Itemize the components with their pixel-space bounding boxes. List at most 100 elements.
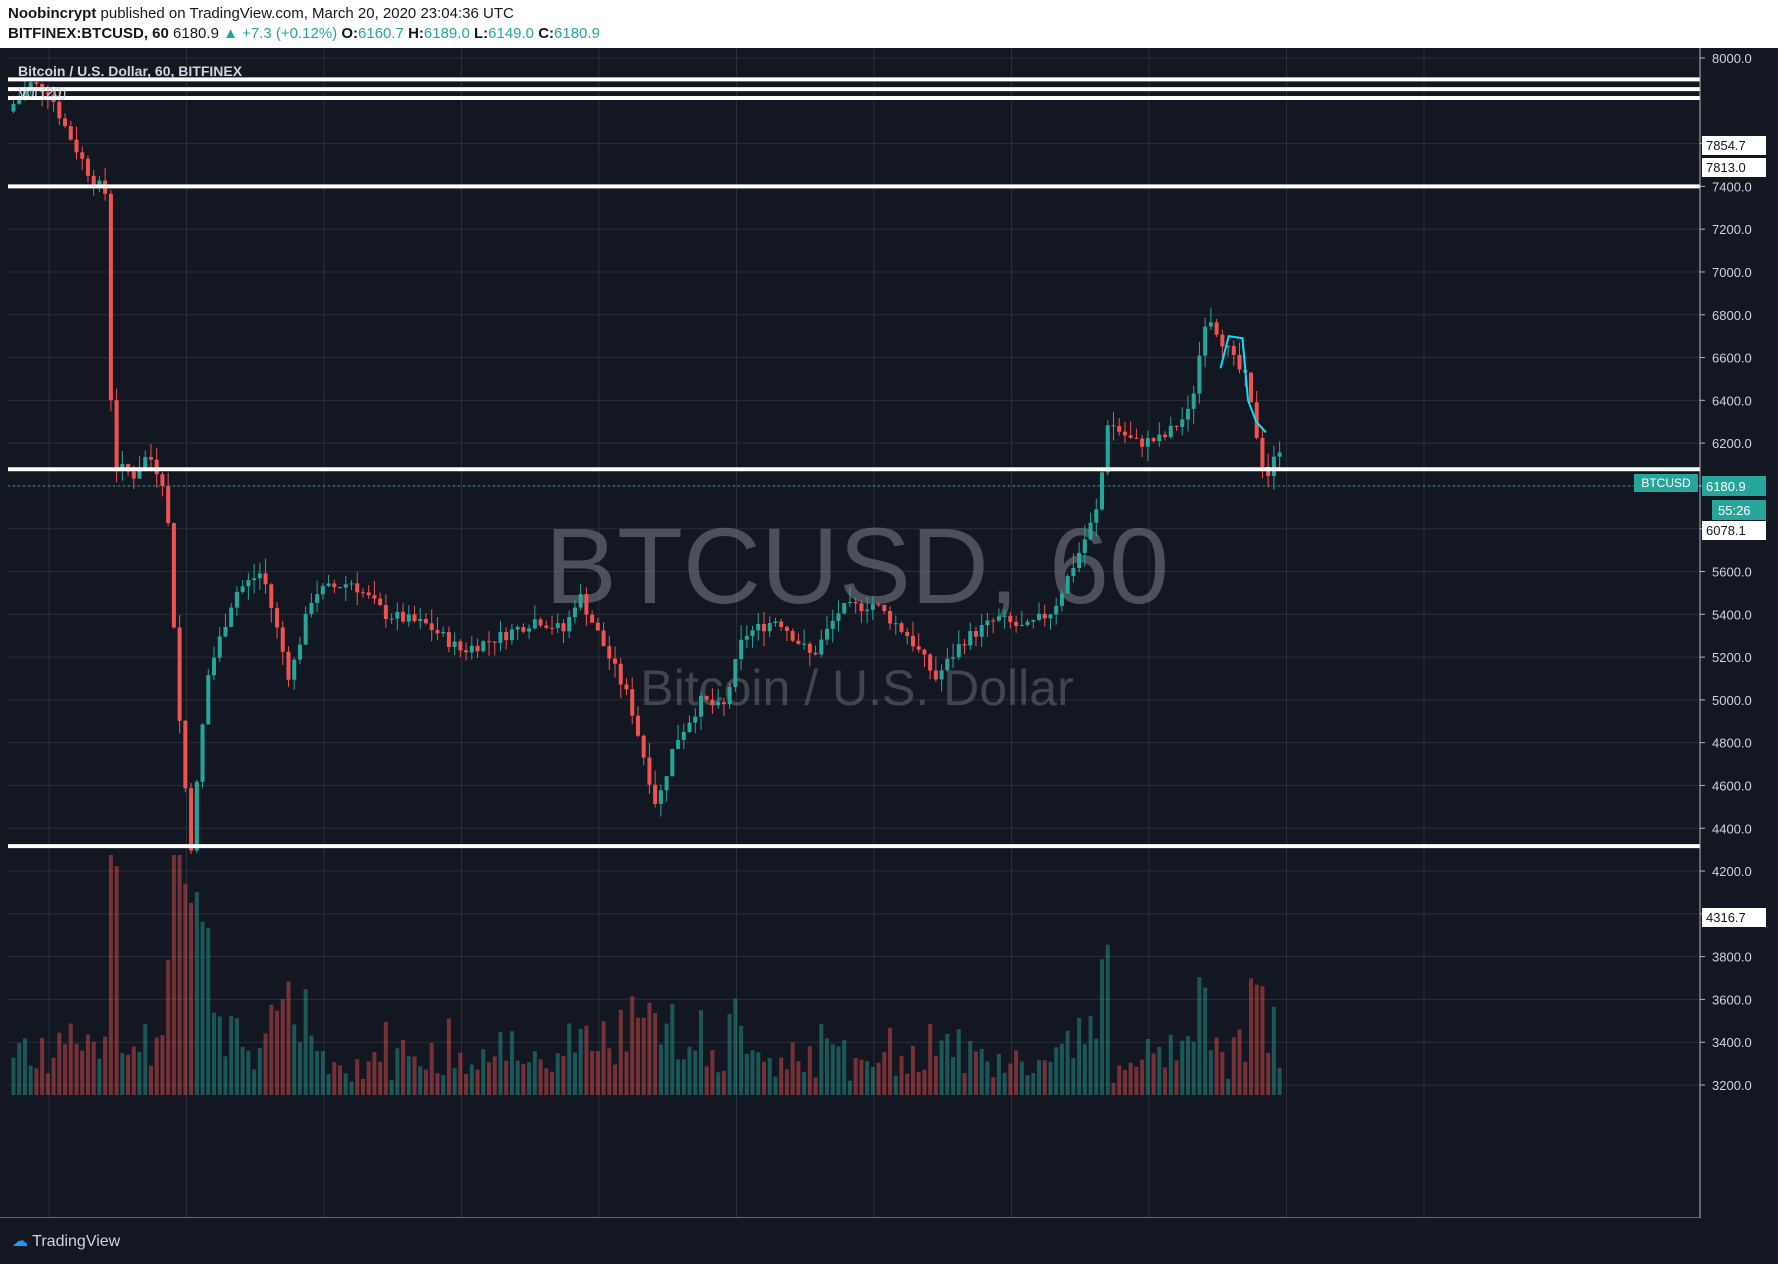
volume-bar — [836, 1046, 841, 1095]
candle-body — [320, 585, 325, 595]
volume-bar — [1185, 1036, 1190, 1095]
candle-body — [383, 605, 388, 619]
volume-bar — [933, 1055, 938, 1095]
candle-body — [1254, 402, 1259, 438]
volume-bar — [1071, 1058, 1076, 1095]
candle-body — [1014, 621, 1019, 626]
horizontal-levels[interactable] — [8, 77, 1700, 849]
volume-bar — [521, 1063, 526, 1095]
candle-body — [1237, 354, 1242, 370]
volume-bar — [676, 1059, 681, 1095]
candle-body — [234, 591, 239, 608]
volume-bar — [1100, 959, 1105, 1095]
volume-bar — [1094, 1038, 1099, 1095]
tradingview-logo[interactable]: ☁ TradingView — [12, 1231, 120, 1251]
candle-body — [1002, 615, 1007, 617]
volume-bar — [1271, 1006, 1276, 1095]
volume-bar — [956, 1029, 961, 1095]
volume-bar — [263, 1033, 268, 1095]
candle-body — [464, 650, 469, 653]
level-badge-7854: 7854.7 — [1706, 138, 1746, 153]
volume-bar — [1048, 1061, 1053, 1095]
candle-body — [91, 175, 96, 186]
volume-bar — [80, 1050, 85, 1095]
volume-bar — [968, 1040, 973, 1095]
candle-body — [246, 580, 251, 587]
volume-bar — [11, 1057, 16, 1095]
volume-bar — [802, 1072, 807, 1095]
volume-bar — [85, 1034, 90, 1095]
volume-bar — [252, 1069, 257, 1095]
volume-bar — [847, 1080, 852, 1095]
price-chart[interactable]: BTCUSD, 60 Bitcoin / U.S. Dollar 3200.0 3… — [0, 48, 1778, 1218]
candle-body — [1260, 437, 1265, 467]
candle-body — [527, 628, 532, 632]
candle-body — [744, 635, 749, 640]
volume-bar — [183, 883, 188, 1095]
volume-bar — [464, 1073, 469, 1095]
volume-bar — [1157, 1046, 1162, 1095]
volume-bar — [1208, 1050, 1213, 1095]
candle-body — [481, 641, 486, 652]
candle-body — [1019, 624, 1024, 626]
volume-bar — [57, 1032, 62, 1095]
candle-body — [22, 87, 27, 97]
volume-bar — [1191, 1041, 1196, 1095]
candle-body — [532, 619, 537, 629]
candle-body — [292, 659, 297, 680]
volume-bar — [246, 1050, 251, 1095]
volume-bar — [1180, 1040, 1185, 1095]
candle-body — [521, 627, 526, 632]
author-name[interactable]: Noobincrypt — [8, 5, 97, 22]
symbol-badge-bg — [1634, 474, 1698, 492]
volume-bar — [126, 1054, 131, 1095]
candle-body — [578, 594, 583, 608]
candle-body — [865, 609, 870, 612]
candle-body — [378, 598, 383, 606]
candle-body — [160, 474, 165, 486]
candle-body — [406, 614, 411, 622]
volume-bar — [240, 1046, 245, 1095]
candle-body — [635, 715, 640, 736]
candle-body — [905, 631, 910, 636]
volume-bar — [550, 1071, 555, 1095]
candle-body — [968, 631, 973, 646]
volume-bar — [435, 1073, 440, 1095]
price-tick-label: 8000.0 — [1712, 51, 1752, 66]
watermark: BTCUSD, 60 Bitcoin / U.S. Dollar — [545, 505, 1169, 716]
volume-bar — [527, 1062, 532, 1095]
volume-bar — [1237, 1029, 1242, 1095]
volume-bar — [842, 1040, 847, 1095]
candle-body — [475, 645, 480, 652]
price-axis[interactable]: 3200.03400.03600.03800.04000.04200.04400… — [1699, 48, 1778, 1218]
candle-body — [429, 623, 434, 630]
candle-body — [830, 620, 835, 629]
high-label: H: — [408, 25, 424, 42]
volume-bar — [979, 1048, 984, 1095]
volume-bar — [951, 1057, 956, 1095]
volume-bar — [1122, 1069, 1127, 1095]
volume-bar — [532, 1051, 537, 1095]
candle-body — [1226, 346, 1231, 348]
last-price: 6180.9 — [173, 25, 219, 42]
volume-bar — [779, 1057, 784, 1095]
volume-bar — [171, 855, 176, 1095]
candle-body — [802, 643, 807, 645]
volume-bar — [756, 1052, 761, 1095]
candle-body — [217, 636, 222, 658]
candle-body — [790, 630, 795, 641]
volume-bar — [91, 1041, 96, 1095]
volume-bar — [1266, 1052, 1271, 1095]
candle-body — [773, 621, 778, 623]
volume-bar — [143, 1023, 148, 1095]
candle-body — [991, 620, 996, 622]
candle-body — [148, 457, 153, 460]
candle-body — [269, 584, 274, 608]
volume-bar — [97, 1058, 102, 1095]
price-tick-label: 5600.0 — [1712, 565, 1752, 580]
price-tick-label: 5400.0 — [1712, 607, 1752, 622]
volume-bar — [578, 1028, 583, 1095]
volume-bar — [68, 1023, 73, 1095]
volume-bar — [1088, 1016, 1093, 1095]
candle-body — [613, 658, 618, 664]
